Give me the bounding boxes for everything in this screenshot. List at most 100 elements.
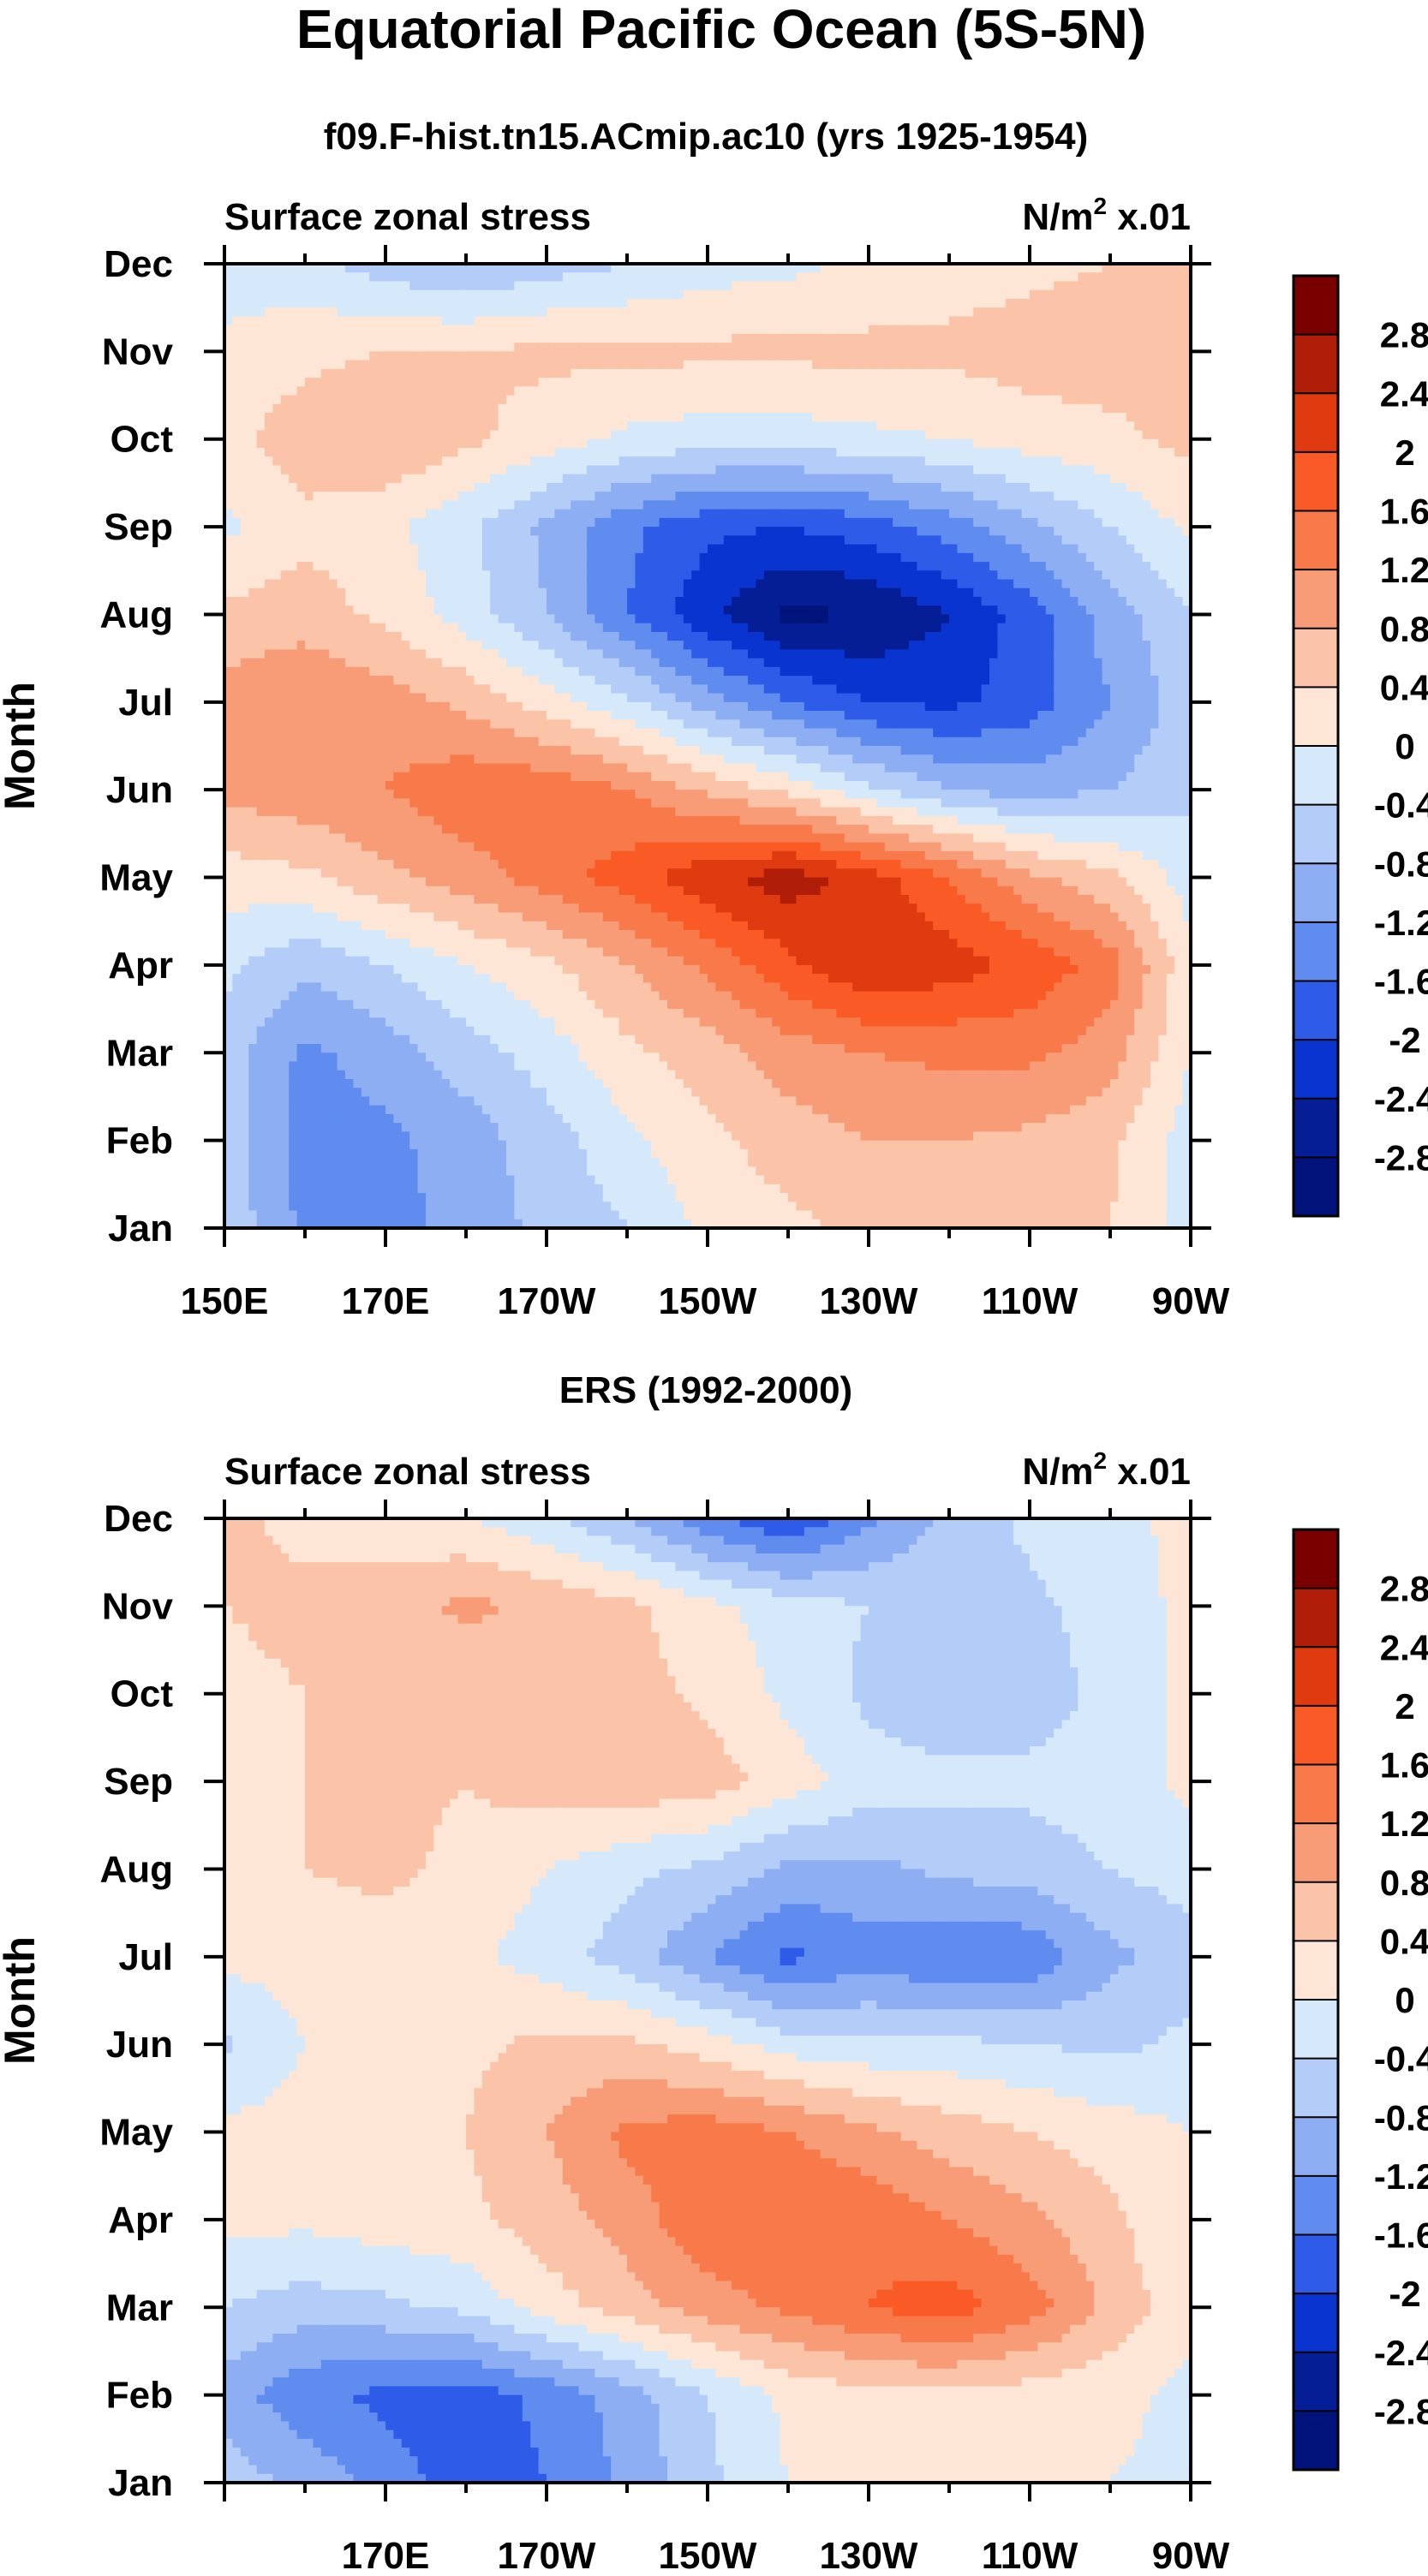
contour-cell [917, 360, 926, 370]
contour-cell [313, 272, 322, 283]
contour-cell [973, 343, 983, 352]
contour-cell [812, 264, 822, 273]
contour-cell [547, 500, 555, 510]
contour-cell [691, 596, 701, 606]
contour-cell [329, 544, 338, 554]
contour-cell [305, 360, 314, 370]
contour-cell [265, 307, 273, 318]
contour-cell [538, 456, 547, 467]
contour-cell [876, 447, 886, 457]
contour-cell [289, 465, 298, 475]
contour-cell [812, 386, 822, 397]
contour-cell [296, 264, 306, 273]
contour-cell [369, 447, 379, 457]
contour-cell [538, 596, 547, 606]
contour-cell [272, 562, 282, 571]
contour-cell [675, 482, 684, 492]
contour-cell [860, 333, 869, 343]
contour-cell [571, 465, 580, 475]
contour-cell [498, 562, 507, 571]
contour-cell [450, 614, 459, 624]
contour-cell [1182, 456, 1191, 467]
contour-cell [514, 289, 523, 300]
contour-cell [385, 316, 394, 326]
contour-cell [900, 517, 910, 528]
contour-cell [900, 596, 910, 606]
contour-cell [748, 281, 756, 291]
contour-cell [457, 535, 467, 546]
contour-cell [1078, 264, 1087, 273]
contour-cell [667, 474, 676, 484]
contour-cell [1118, 492, 1127, 501]
contour-cell [869, 264, 877, 273]
contour-cell [852, 360, 862, 370]
contour-cell [917, 482, 926, 492]
contour-cell [763, 562, 773, 571]
contour-cell [280, 430, 290, 440]
contour-cell [1030, 298, 1038, 308]
contour-cell [1070, 413, 1078, 422]
contour-cell [852, 281, 862, 291]
contour-cell [763, 307, 773, 318]
contour-cell [651, 368, 660, 379]
contour-cell [1078, 386, 1087, 397]
contour-cell [917, 456, 926, 467]
contour-cell [844, 562, 853, 571]
contour-cell [924, 360, 934, 370]
contour-cell [836, 579, 845, 589]
contour-cell [1070, 614, 1078, 624]
contour-cell [1166, 517, 1175, 528]
contour-cell [884, 614, 893, 624]
contour-cell [353, 378, 362, 387]
contour-cell [715, 614, 725, 624]
contour-cell [369, 378, 379, 387]
contour-cell [369, 307, 379, 318]
contour-cell [611, 307, 620, 318]
contour-cell [763, 316, 773, 326]
contour-cell [320, 623, 330, 633]
contour-cell [828, 289, 837, 300]
contour-cell [1005, 517, 1014, 528]
contour-cell [949, 500, 958, 510]
contour-cell [265, 596, 273, 606]
contour-cell [361, 307, 370, 318]
contour-cell [1054, 614, 1063, 624]
contour-cell [441, 378, 451, 387]
contour-cell [296, 421, 306, 432]
contour-cell [337, 614, 346, 624]
contour-cell [1021, 492, 1031, 501]
contour-cell [828, 430, 837, 440]
contour-cell [796, 562, 805, 571]
contour-cell [739, 430, 749, 440]
contour-cell [635, 517, 644, 528]
contour-cell [1102, 281, 1111, 291]
contour-cell [876, 421, 886, 432]
contour-cell [869, 605, 877, 616]
contour-cell [1126, 509, 1135, 519]
contour-cell [329, 474, 338, 484]
contour-cell [1085, 562, 1095, 571]
contour-cell [289, 289, 298, 300]
contour-cell [836, 500, 845, 510]
contour-cell [578, 596, 588, 606]
contour-cell [345, 474, 354, 484]
contour-cell [305, 386, 314, 397]
contour-cell [1158, 587, 1168, 598]
contour-cell [578, 264, 588, 273]
contour-cell [820, 289, 829, 300]
contour-cell [1054, 403, 1063, 414]
contour-cell [433, 623, 443, 633]
contour-cell [1085, 614, 1095, 624]
contour-cell [1118, 281, 1127, 291]
contour-cell [1030, 535, 1038, 546]
contour-cell [554, 351, 564, 361]
contour-cell [1013, 482, 1023, 492]
contour-cell [595, 413, 604, 422]
contour-cell [426, 500, 434, 510]
contour-cell [602, 562, 612, 571]
contour-cell [1061, 544, 1071, 554]
contour-cell [651, 281, 660, 291]
contour-cell [377, 535, 386, 546]
contour-cell [450, 465, 459, 475]
contour-cell [618, 579, 628, 589]
